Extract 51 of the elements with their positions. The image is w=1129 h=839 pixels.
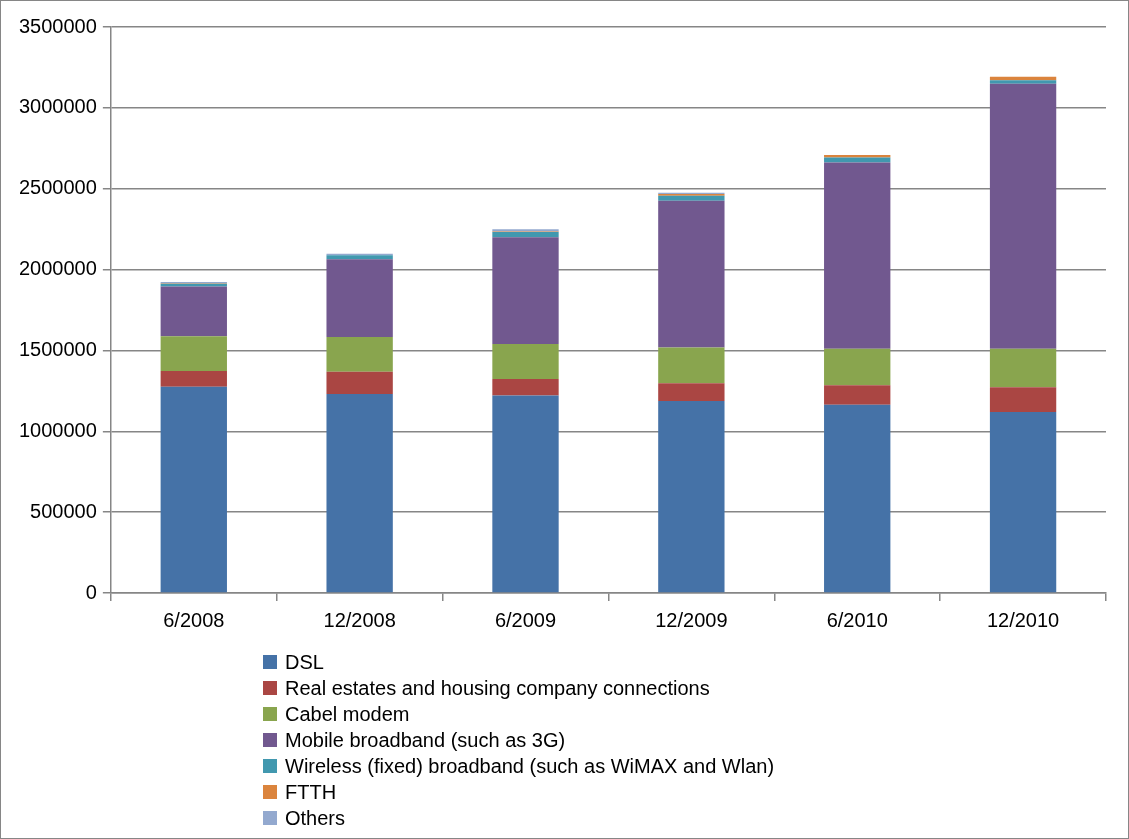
bar bbox=[989, 412, 1057, 593]
bar bbox=[658, 400, 725, 593]
bar bbox=[824, 385, 891, 405]
bar bbox=[989, 387, 1057, 413]
bar bbox=[326, 393, 393, 593]
bar bbox=[824, 404, 891, 593]
x-tick-label: 6/2009 bbox=[494, 608, 557, 631]
bar bbox=[326, 337, 393, 372]
bar bbox=[326, 371, 393, 394]
y-tick-label: 2000000 bbox=[18, 257, 97, 280]
bar bbox=[658, 347, 725, 384]
legend-label: Cabel modem bbox=[285, 702, 410, 727]
x-tick-label: 6/2010 bbox=[826, 608, 888, 631]
legend-label: Mobile broadband (such as 3G) bbox=[285, 728, 566, 753]
bar bbox=[658, 200, 725, 348]
bar bbox=[160, 336, 227, 371]
y-tick-label: 3500000 bbox=[18, 14, 97, 37]
y-tick-label: 500000 bbox=[30, 499, 97, 522]
bar bbox=[160, 370, 227, 387]
bar bbox=[824, 162, 891, 349]
bar bbox=[824, 348, 891, 386]
bar bbox=[326, 259, 393, 338]
x-tick-label: 6/2008 bbox=[163, 608, 225, 631]
bar bbox=[160, 286, 227, 337]
legend-label: Others bbox=[285, 806, 346, 831]
x-tick-label: 12/2009 bbox=[655, 608, 728, 631]
legend-label: FTTH bbox=[285, 780, 337, 805]
legend-label: Wireless (fixed) broadband (such as WiMAX and Wlan) bbox=[285, 754, 775, 779]
y-tick-label: 3000000 bbox=[18, 95, 97, 118]
bar bbox=[492, 231, 559, 238]
bar bbox=[989, 348, 1057, 388]
y-tick-label: 1500000 bbox=[18, 337, 97, 360]
bar bbox=[824, 155, 891, 158]
bar bbox=[326, 255, 393, 260]
bar bbox=[160, 386, 227, 593]
bar bbox=[824, 157, 891, 163]
bar bbox=[492, 343, 559, 380]
y-tick-label: 2500000 bbox=[18, 176, 97, 199]
bar bbox=[658, 195, 725, 201]
bar bbox=[989, 80, 1057, 84]
x-tick-label: 12/2008 bbox=[323, 608, 396, 631]
x-tick-label: 12/2010 bbox=[986, 608, 1060, 631]
bar bbox=[492, 379, 559, 396]
bar bbox=[658, 383, 725, 401]
bar bbox=[492, 237, 559, 344]
y-tick-label: 0 bbox=[85, 580, 97, 603]
bar bbox=[492, 395, 559, 593]
legend-label: DSL bbox=[285, 650, 324, 675]
legend-label: Real estates and housing company connections bbox=[285, 676, 710, 701]
y-tick-label: 1000000 bbox=[18, 418, 97, 441]
bar bbox=[989, 83, 1057, 349]
